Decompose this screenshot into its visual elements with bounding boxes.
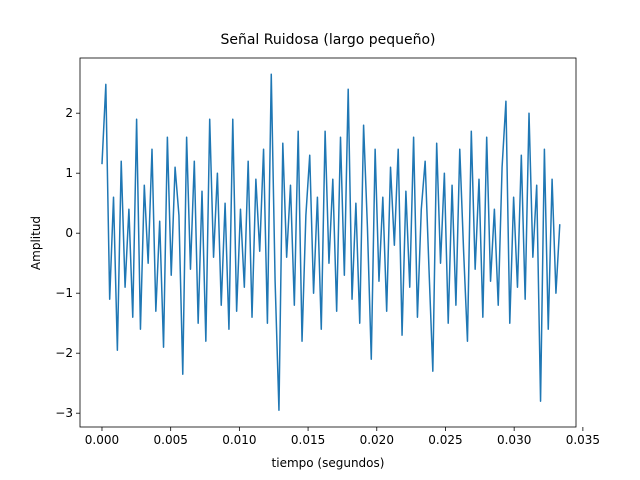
- y-tick-label: −3: [55, 406, 73, 420]
- x-tick-label: 0.005: [154, 433, 188, 447]
- x-tick-label: 0.010: [222, 433, 256, 447]
- x-tick-label: 0.020: [360, 433, 394, 447]
- x-tick-label: 0.000: [85, 433, 119, 447]
- chart-title: Señal Ruidosa (largo pequeño): [220, 32, 435, 48]
- y-tick-label: 1: [65, 166, 73, 180]
- plot-frame: [79, 57, 577, 428]
- signal-line: [101, 73, 561, 411]
- x-tick-label: 0.035: [566, 433, 600, 447]
- x-tick-label: 0.030: [497, 433, 531, 447]
- y-axis-label: Amplitud: [29, 216, 43, 270]
- y-tick-label: −1: [55, 286, 73, 300]
- x-axis-label: tiempo (segundos): [272, 456, 385, 470]
- x-tick-label: 0.025: [428, 433, 462, 447]
- y-tick-label: 0: [65, 226, 73, 240]
- y-tick-label: −2: [55, 346, 73, 360]
- y-tick-label: 2: [65, 106, 73, 120]
- x-tick-label: 0.015: [291, 433, 325, 447]
